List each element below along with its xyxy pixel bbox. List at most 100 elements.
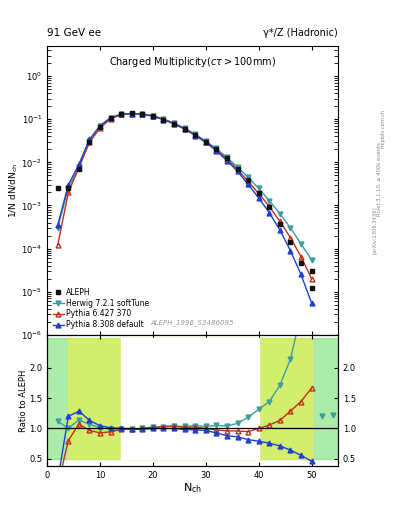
ALEPH — [182, 126, 187, 132]
Herwig 7.2.1 softTune — [140, 111, 145, 117]
Text: Rivet 3.1.10, ≥ 400k events: Rivet 3.1.10, ≥ 400k events — [377, 142, 382, 216]
Pythia 8.308 default — [66, 182, 71, 188]
Line: Pythia 6.427 370: Pythia 6.427 370 — [55, 111, 314, 281]
Pythia 8.308 default — [214, 148, 219, 154]
Herwig 7.2.1 softTune — [129, 111, 134, 117]
Pythia 8.308 default — [224, 158, 229, 164]
Pythia 8.308 default — [55, 222, 60, 228]
Herwig 7.2.1 softTune — [182, 125, 187, 131]
Pythia 8.308 default — [193, 133, 198, 139]
ALEPH — [288, 239, 293, 245]
Pythia 8.308 default — [204, 139, 208, 145]
Pythia 6.427 370 — [151, 113, 155, 119]
Pythia 6.427 370 — [119, 111, 123, 117]
ALEPH — [108, 115, 113, 121]
Herwig 7.2.1 softTune — [151, 113, 155, 119]
Pythia 8.308 default — [140, 111, 145, 117]
Herwig 7.2.1 softTune — [224, 155, 229, 161]
ALEPH — [193, 132, 198, 138]
Pythia 6.427 370 — [87, 139, 92, 145]
Legend: ALEPH, Herwig 7.2.1 softTune, Pythia 6.427 370, Pythia 8.308 default: ALEPH, Herwig 7.2.1 softTune, Pythia 6.4… — [51, 286, 151, 331]
ALEPH — [129, 110, 134, 116]
ALEPH — [119, 111, 123, 117]
Herwig 7.2.1 softTune — [77, 163, 81, 169]
Pythia 6.427 370 — [172, 120, 176, 126]
Pythia 8.308 default — [98, 122, 103, 129]
Herwig 7.2.1 softTune — [119, 111, 123, 117]
Herwig 7.2.1 softTune — [214, 145, 219, 152]
Herwig 7.2.1 softTune — [87, 138, 92, 144]
Herwig 7.2.1 softTune — [55, 225, 60, 231]
Pythia 6.427 370 — [140, 111, 145, 117]
Pythia 8.308 default — [129, 111, 134, 117]
ALEPH — [214, 146, 219, 153]
ALEPH — [224, 155, 229, 161]
Herwig 7.2.1 softTune — [256, 185, 261, 191]
Herwig 7.2.1 softTune — [161, 116, 166, 122]
Pythia 8.308 default — [235, 168, 240, 175]
Text: mcplots.cern.ch: mcplots.cern.ch — [381, 109, 386, 147]
ALEPH — [246, 177, 250, 183]
Pythia 6.427 370 — [224, 156, 229, 162]
Pythia 6.427 370 — [256, 190, 261, 197]
ALEPH — [309, 285, 314, 291]
Herwig 7.2.1 softTune — [267, 198, 272, 204]
Text: Charged Multiplicity$(c\tau > 100\mathregular{mm})$: Charged Multiplicity$(c\tau > 100\mathre… — [109, 55, 276, 69]
Text: [arXiv:1306.3436]: [arXiv:1306.3436] — [372, 206, 376, 254]
Pythia 6.427 370 — [129, 111, 134, 117]
Pythia 6.427 370 — [55, 242, 60, 248]
Line: ALEPH: ALEPH — [55, 111, 314, 291]
Pythia 8.308 default — [256, 195, 261, 201]
Herwig 7.2.1 softTune — [172, 120, 176, 126]
Herwig 7.2.1 softTune — [246, 174, 250, 180]
ALEPH — [235, 165, 240, 172]
Pythia 6.427 370 — [182, 125, 187, 132]
Pythia 6.427 370 — [108, 116, 113, 122]
Pythia 8.308 default — [87, 136, 92, 142]
Pythia 8.308 default — [108, 115, 113, 121]
Pythia 8.308 default — [299, 271, 303, 278]
ALEPH — [204, 139, 208, 145]
ALEPH — [87, 139, 92, 145]
ALEPH — [172, 121, 176, 127]
ALEPH — [161, 117, 166, 123]
Y-axis label: 1/N dN/dN$_\mathregular{ch}$: 1/N dN/dN$_\mathregular{ch}$ — [7, 163, 20, 218]
Pythia 8.308 default — [161, 117, 166, 123]
Pythia 6.427 370 — [77, 165, 81, 171]
Herwig 7.2.1 softTune — [108, 115, 113, 121]
Pythia 8.308 default — [267, 209, 272, 216]
Pythia 8.308 default — [182, 126, 187, 132]
Text: 91 GeV ee: 91 GeV ee — [47, 28, 101, 38]
Text: ALEPH_1996_S3486095: ALEPH_1996_S3486095 — [151, 319, 234, 326]
X-axis label: N$_\mathregular{ch}$: N$_\mathregular{ch}$ — [183, 481, 202, 495]
ALEPH — [77, 166, 81, 172]
ALEPH — [299, 261, 303, 267]
Pythia 8.308 default — [246, 181, 250, 187]
Pythia 6.427 370 — [204, 139, 208, 145]
Herwig 7.2.1 softTune — [288, 225, 293, 231]
ALEPH — [98, 123, 103, 130]
Line: Herwig 7.2.1 softTune: Herwig 7.2.1 softTune — [55, 111, 314, 262]
Herwig 7.2.1 softTune — [235, 164, 240, 170]
ALEPH — [256, 190, 261, 197]
Herwig 7.2.1 softTune — [204, 138, 208, 144]
Herwig 7.2.1 softTune — [309, 257, 314, 263]
ALEPH — [66, 185, 71, 191]
Pythia 6.427 370 — [66, 189, 71, 196]
Pythia 6.427 370 — [246, 178, 250, 184]
Text: γ*/Z (Hadronic): γ*/Z (Hadronic) — [263, 28, 338, 38]
ALEPH — [151, 113, 155, 119]
Y-axis label: Ratio to ALEPH: Ratio to ALEPH — [19, 369, 28, 432]
Pythia 8.308 default — [151, 113, 155, 119]
Pythia 8.308 default — [119, 111, 123, 117]
Pythia 6.427 370 — [288, 234, 293, 241]
Herwig 7.2.1 softTune — [277, 210, 282, 217]
Pythia 6.427 370 — [214, 147, 219, 153]
Herwig 7.2.1 softTune — [299, 241, 303, 247]
Pythia 6.427 370 — [235, 166, 240, 173]
Herwig 7.2.1 softTune — [98, 123, 103, 130]
Pythia 8.308 default — [288, 247, 293, 253]
Pythia 8.308 default — [309, 300, 314, 306]
ALEPH — [267, 204, 272, 210]
Pythia 8.308 default — [277, 227, 282, 233]
